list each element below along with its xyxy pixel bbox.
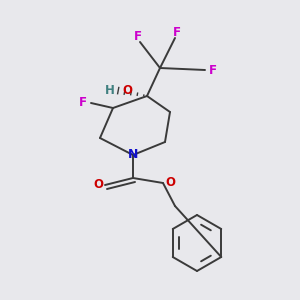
Text: O: O (165, 176, 175, 190)
Text: F: F (173, 26, 181, 38)
Text: F: F (134, 29, 142, 43)
Text: F: F (79, 97, 87, 110)
Text: H: H (105, 85, 115, 98)
Text: N: N (128, 148, 138, 161)
Text: O: O (93, 178, 103, 191)
Text: F: F (209, 64, 217, 76)
Text: O: O (122, 85, 132, 98)
